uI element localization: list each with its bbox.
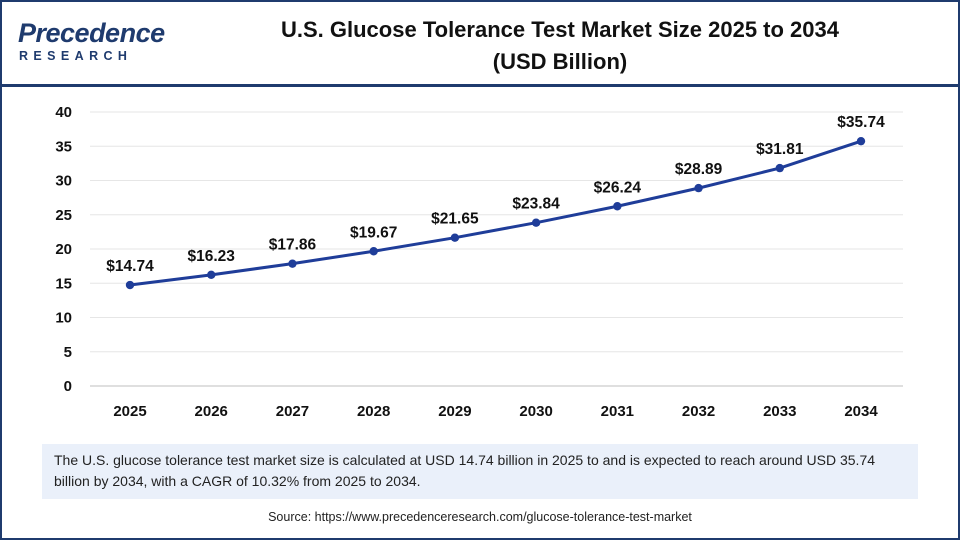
data-label: $19.67 xyxy=(350,224,397,241)
header-divider xyxy=(0,84,960,87)
chart-title-line-2: (USD Billion) xyxy=(492,49,628,74)
data-point xyxy=(531,218,541,227)
summary-text: The U.S. glucose tolerance test market s… xyxy=(54,452,876,489)
x-tick-label: 2028 xyxy=(357,403,390,420)
data-label: $31.81 xyxy=(756,141,804,158)
x-tick-label: 2026 xyxy=(195,403,228,420)
x-tick-label: 2031 xyxy=(601,403,634,420)
data-label: $14.74 xyxy=(106,258,154,275)
header: Precedence RESEARCH U.S. Glucose Toleran… xyxy=(0,0,960,87)
chart-title-line-1: U.S. Glucose Tolerance Test Market Size … xyxy=(281,17,839,42)
data-point xyxy=(369,247,378,256)
x-tick-label: 2029 xyxy=(438,403,471,420)
y-tick-label: 10 xyxy=(55,310,72,327)
data-point xyxy=(775,163,784,173)
data-point xyxy=(125,280,135,290)
brand-subtitle: RESEARCH xyxy=(19,49,133,63)
y-tick-label: 35 xyxy=(55,138,72,155)
y-tick-label: 15 xyxy=(55,275,72,292)
brand-name: Precedence xyxy=(18,18,165,48)
brand-logo: Precedence RESEARCH xyxy=(18,18,168,68)
summary-box: The U.S. glucose tolerance test market s… xyxy=(42,444,918,499)
y-tick-label: 20 xyxy=(55,241,72,258)
x-tick-label: 2033 xyxy=(763,403,796,420)
y-tick-label: 0 xyxy=(64,378,72,395)
y-tick-label: 25 xyxy=(55,207,72,224)
chart-title: U.S. Glucose Tolerance Test Market Size … xyxy=(200,14,920,78)
y-tick-label: 40 xyxy=(55,104,72,121)
data-point xyxy=(207,270,216,280)
x-tick-label: 2027 xyxy=(276,403,309,420)
y-tick-label: 5 xyxy=(64,344,72,361)
data-point xyxy=(288,259,297,268)
data-point xyxy=(613,202,622,211)
x-tick-label: 2032 xyxy=(682,403,715,420)
data-label: $26.24 xyxy=(594,179,642,196)
data-label: $17.86 xyxy=(269,237,317,254)
data-label: $28.89 xyxy=(675,161,723,178)
x-tick-label: 2030 xyxy=(519,403,552,420)
x-tick-label: 2034 xyxy=(844,403,878,420)
data-label: $23.84 xyxy=(512,196,560,213)
series-line xyxy=(129,139,862,287)
source-note: Source: https://www.precedenceresearch.c… xyxy=(268,510,692,524)
data-label: $21.65 xyxy=(431,211,479,228)
data-label: $35.74 xyxy=(837,114,885,131)
data-point xyxy=(856,136,866,146)
data-point xyxy=(694,183,703,193)
y-tick-label: 30 xyxy=(55,173,72,190)
x-tick-label: 2025 xyxy=(113,403,146,420)
data-point xyxy=(450,233,460,242)
data-label: $16.23 xyxy=(188,248,236,265)
